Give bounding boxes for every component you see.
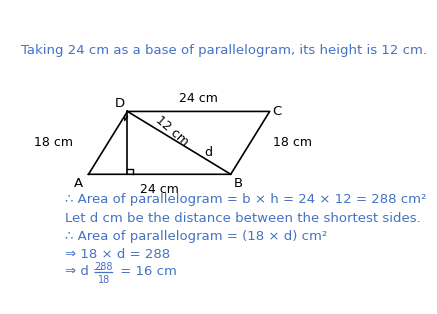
Text: ⇒ 18 × d = 288: ⇒ 18 × d = 288 [65,248,170,261]
Text: 288: 288 [94,262,113,272]
Text: = 16 cm: = 16 cm [115,265,177,278]
Text: D: D [114,97,125,110]
Text: 24 cm: 24 cm [140,183,179,196]
Text: ⇒ d =: ⇒ d = [65,265,108,278]
Text: C: C [273,105,282,118]
Text: d: d [205,146,213,159]
Text: 18: 18 [97,275,110,285]
Text: Let d cm be the distance between the shortest sides.: Let d cm be the distance between the sho… [65,212,420,225]
Text: B: B [234,177,243,190]
Text: Taking 24 cm as a base of parallelogram, its height is 12 cm.: Taking 24 cm as a base of parallelogram,… [21,44,427,57]
Text: 18 cm: 18 cm [273,136,312,149]
Text: A: A [73,177,83,190]
Text: 24 cm: 24 cm [179,92,218,106]
Text: 12 cm: 12 cm [153,113,191,148]
Text: 18 cm: 18 cm [34,136,73,149]
Text: ∴ Area of parallelogram = (18 × d) cm²: ∴ Area of parallelogram = (18 × d) cm² [65,230,327,243]
Text: ∴ Area of parallelogram = b × h = 24 × 12 = 288 cm²: ∴ Area of parallelogram = b × h = 24 × 1… [65,193,426,206]
